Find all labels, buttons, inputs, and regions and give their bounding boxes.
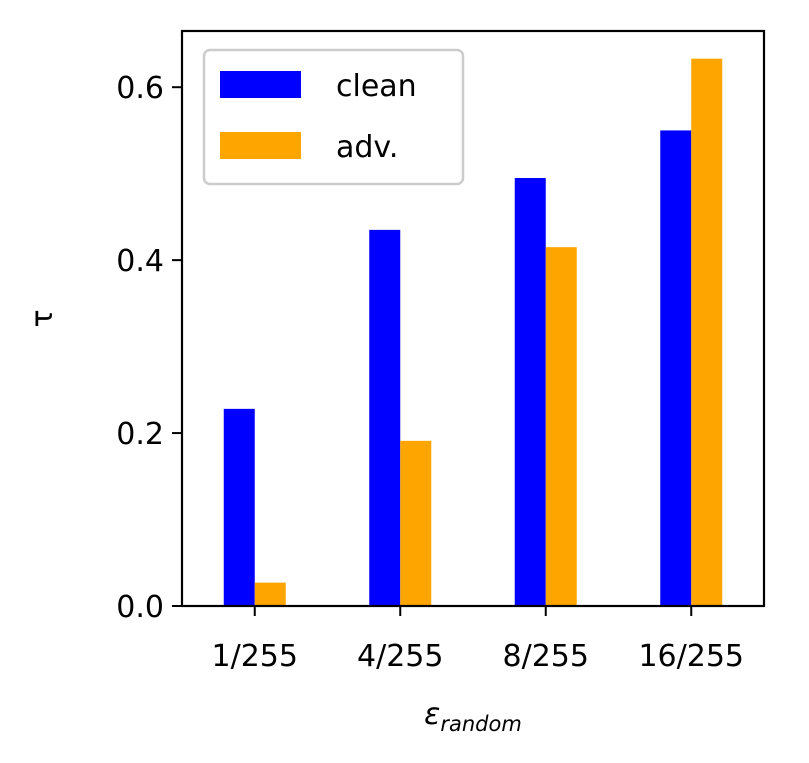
bar-adv-3 [691, 58, 723, 606]
bar-clean-1 [369, 229, 401, 606]
x-axis-ticks: 1/255 4/255 8/255 16/255 [212, 606, 744, 674]
y-axis-label: τ [25, 309, 60, 327]
x-axis-label-subscript: random [440, 712, 521, 736]
bar-clean-2 [514, 177, 546, 606]
y-tick-label-2: 0.4 [116, 244, 164, 279]
y-axis-ticks: 0.0 0.2 0.4 0.6 [116, 71, 182, 625]
plot-frame [180, 29, 766, 608]
bar-adv-1 [400, 440, 432, 606]
legend-swatch-clean [220, 71, 301, 98]
x-tick-label-1: 4/255 [357, 639, 443, 674]
legend-label-adv: adv. [336, 130, 398, 165]
legend-label-clean: clean [336, 69, 417, 104]
x-tick-label-0: 1/255 [212, 639, 298, 674]
y-tick-label-1: 0.2 [116, 417, 164, 452]
bar-adv-0 [254, 582, 286, 606]
x-tick-label-3: 16/255 [638, 639, 744, 674]
bar-clean-0 [223, 408, 255, 606]
bar-adv-2 [545, 247, 577, 607]
legend: clean adv. [202, 48, 465, 186]
x-axis-label-main: ε [424, 697, 440, 732]
legend-box [202, 48, 465, 186]
y-tick-label-3: 0.6 [116, 71, 164, 106]
bar-clean-3 [660, 130, 692, 606]
x-tick-label-2: 8/255 [503, 639, 589, 674]
bars-group [223, 58, 723, 607]
legend-swatch-adv [220, 132, 301, 159]
y-tick-label-0: 0.0 [116, 590, 164, 625]
x-axis-label: εrandom [424, 697, 522, 736]
